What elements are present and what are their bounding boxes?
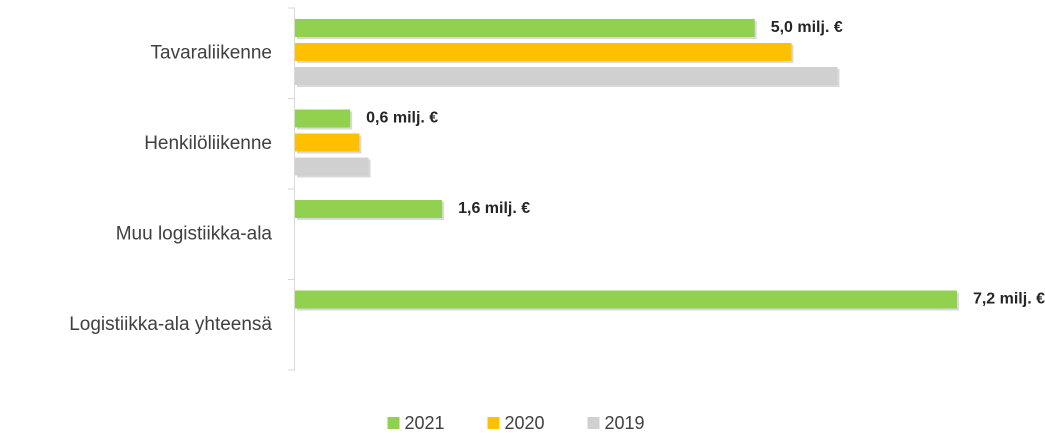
legend-swatch bbox=[387, 417, 400, 429]
value-label: 1,6 milj. € bbox=[458, 200, 530, 217]
value-label: 7,2 milj. € bbox=[973, 291, 1045, 308]
legend-swatch bbox=[487, 417, 500, 429]
bar bbox=[295, 290, 957, 309]
value-label: 5,0 milj. € bbox=[771, 19, 843, 36]
legend-label: 2021 bbox=[405, 413, 445, 433]
bar bbox=[295, 19, 755, 37]
bar bbox=[295, 157, 369, 176]
legend-label: 2020 bbox=[505, 413, 545, 433]
value-label: 0,6 milj. € bbox=[366, 110, 438, 127]
bar bbox=[295, 200, 443, 218]
category-label: Logistiikka-ala yhteensä bbox=[69, 314, 272, 335]
legend-label: 2019 bbox=[605, 413, 645, 433]
bar bbox=[295, 109, 351, 128]
bar bbox=[295, 133, 360, 152]
bar bbox=[295, 43, 792, 61]
category-label: Henkilöliikenne bbox=[144, 133, 272, 154]
category-label: Muu logistiikka-ala bbox=[116, 223, 273, 244]
legend-swatch bbox=[587, 417, 600, 429]
category-label: Tavaraliikenne bbox=[151, 42, 272, 63]
bar bbox=[295, 67, 838, 85]
